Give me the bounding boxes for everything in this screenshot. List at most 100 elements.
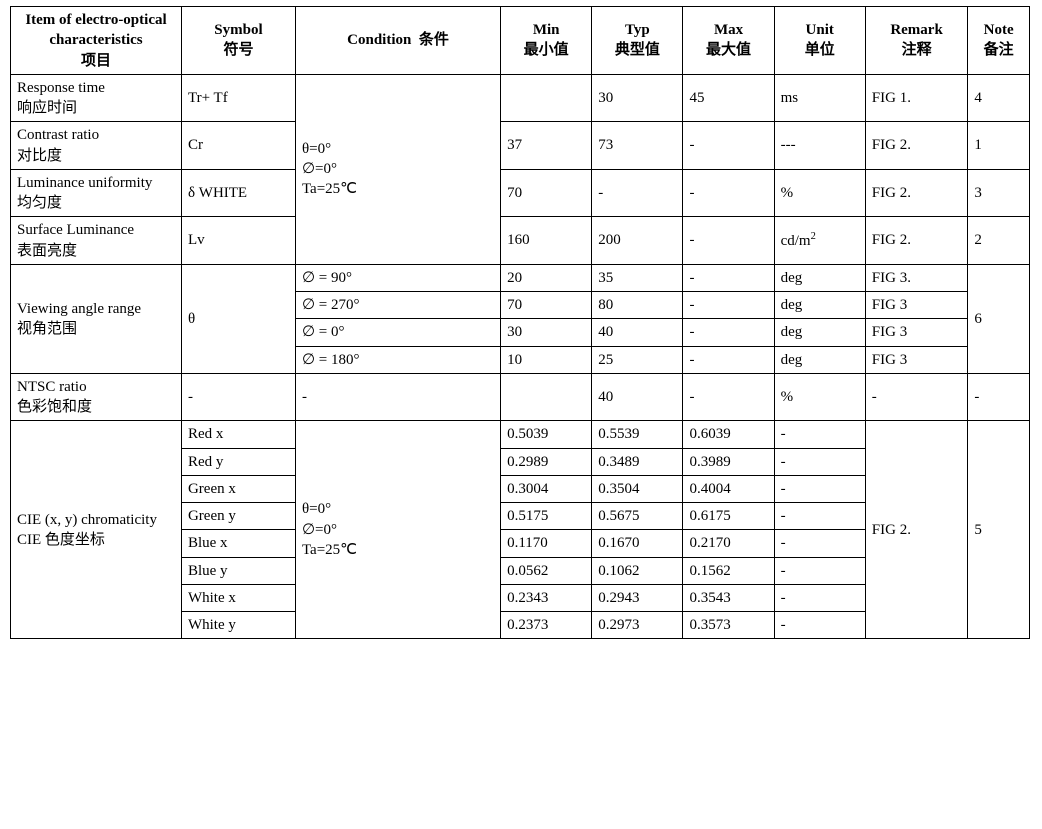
cell-unit: - — [774, 421, 865, 448]
cell-min: 20 — [501, 264, 592, 291]
col-header-note: Note 备注 — [968, 7, 1030, 75]
cell-remark: FIG 3 — [865, 346, 968, 373]
col-header-typ: Typ 典型值 — [592, 7, 683, 75]
cell-item: Viewing angle range 视角范围 — [11, 264, 182, 373]
cell-typ: 0.1670 — [592, 530, 683, 557]
table-row: CIE (x, y) chromaticity CIE 色度坐标 Red x θ… — [11, 421, 1030, 448]
cell-symbol: Green y — [181, 503, 295, 530]
cell-max: - — [683, 292, 774, 319]
cell-max: 0.4004 — [683, 475, 774, 502]
cell-item: CIE (x, y) chromaticity CIE 色度坐标 — [11, 421, 182, 639]
cell-typ: 30 — [592, 74, 683, 122]
cell-unit: % — [774, 373, 865, 421]
cell-typ: 40 — [592, 373, 683, 421]
cell-note: 4 — [968, 74, 1030, 122]
table-row: Luminance uniformity 均匀度 δ WHITE 70 - - … — [11, 169, 1030, 217]
cell-min: 160 — [501, 217, 592, 265]
cell-condition: ∅ = 270° — [295, 292, 500, 319]
cell-unit: - — [774, 557, 865, 584]
cell-typ: 200 — [592, 217, 683, 265]
cell-max: 0.3989 — [683, 448, 774, 475]
table-row: Contrast ratio 对比度 Cr 37 73 - --- FIG 2.… — [11, 122, 1030, 170]
cell-note: 2 — [968, 217, 1030, 265]
cell-symbol: Red x — [181, 421, 295, 448]
table-row: Viewing angle range 视角范围 θ ∅ = 90° 20 35… — [11, 264, 1030, 291]
cell-unit: - — [774, 475, 865, 502]
cell-remark: FIG 2. — [865, 217, 968, 265]
col-header-remark: Remark 注释 — [865, 7, 968, 75]
cell-min: 0.2343 — [501, 584, 592, 611]
table-row: NTSC ratio 色彩饱和度 - - 40 - % - - — [11, 373, 1030, 421]
cell-symbol: Green x — [181, 475, 295, 502]
cell-unit: deg — [774, 292, 865, 319]
cell-condition: ∅ = 0° — [295, 319, 500, 346]
col-header-max: Max 最大值 — [683, 7, 774, 75]
cell-symbol: Blue x — [181, 530, 295, 557]
cell-typ: 35 — [592, 264, 683, 291]
cell-remark: FIG 3 — [865, 319, 968, 346]
cell-condition-block: θ=0° ∅=0° Ta=25℃ — [295, 74, 500, 264]
cell-remark: FIG 2. — [865, 421, 968, 639]
col-header-symbol: Symbol 符号 — [181, 7, 295, 75]
cell-symbol: White y — [181, 612, 295, 639]
cell-item: Response time 响应时间 — [11, 74, 182, 122]
cell-note: 6 — [968, 264, 1030, 373]
cell-unit: deg — [774, 346, 865, 373]
cell-symbol: - — [181, 373, 295, 421]
cell-note: 5 — [968, 421, 1030, 639]
cell-typ: 0.1062 — [592, 557, 683, 584]
cell-typ: 0.2973 — [592, 612, 683, 639]
cell-min: 0.5175 — [501, 503, 592, 530]
cell-max: 45 — [683, 74, 774, 122]
cell-unit: % — [774, 169, 865, 217]
cell-max: - — [683, 217, 774, 265]
cell-max: - — [683, 264, 774, 291]
cell-item: Contrast ratio 对比度 — [11, 122, 182, 170]
cell-max: - — [683, 169, 774, 217]
cell-min: 0.2373 — [501, 612, 592, 639]
cell-min: 0.5039 — [501, 421, 592, 448]
cell-typ: 0.2943 — [592, 584, 683, 611]
cell-typ: 0.5675 — [592, 503, 683, 530]
cell-min: 0.1170 — [501, 530, 592, 557]
cell-max: 0.3573 — [683, 612, 774, 639]
cell-max: 0.1562 — [683, 557, 774, 584]
cell-condition: ∅ = 180° — [295, 346, 500, 373]
cell-symbol: Cr — [181, 122, 295, 170]
cell-max: 0.3543 — [683, 584, 774, 611]
cell-min — [501, 373, 592, 421]
cell-condition: - — [295, 373, 500, 421]
cell-note: 3 — [968, 169, 1030, 217]
cell-unit: ms — [774, 74, 865, 122]
cell-remark: FIG 2. — [865, 169, 968, 217]
cell-typ: - — [592, 169, 683, 217]
cell-max: 0.6175 — [683, 503, 774, 530]
cell-item: Surface Luminance 表面亮度 — [11, 217, 182, 265]
col-header-condition: Condition 条件 — [295, 7, 500, 75]
cell-item: Luminance uniformity 均匀度 — [11, 169, 182, 217]
cell-max: 0.2170 — [683, 530, 774, 557]
cell-max: 0.6039 — [683, 421, 774, 448]
cell-min: 70 — [501, 292, 592, 319]
cell-max: - — [683, 319, 774, 346]
col-header-min: Min 最小值 — [501, 7, 592, 75]
cell-symbol: Red y — [181, 448, 295, 475]
cell-symbol: δ WHITE — [181, 169, 295, 217]
cell-symbol: Lv — [181, 217, 295, 265]
cell-typ: 80 — [592, 292, 683, 319]
cell-typ: 0.3489 — [592, 448, 683, 475]
cell-min: 30 — [501, 319, 592, 346]
cell-unit: - — [774, 503, 865, 530]
cell-unit: cd/m2 — [774, 217, 865, 265]
cell-max: - — [683, 122, 774, 170]
cell-unit: --- — [774, 122, 865, 170]
cell-note: - — [968, 373, 1030, 421]
cell-max: - — [683, 346, 774, 373]
cell-remark: FIG 2. — [865, 122, 968, 170]
cell-note: 1 — [968, 122, 1030, 170]
cell-condition: ∅ = 90° — [295, 264, 500, 291]
cell-symbol: White x — [181, 584, 295, 611]
cell-min — [501, 74, 592, 122]
cell-min: 0.3004 — [501, 475, 592, 502]
cell-remark: - — [865, 373, 968, 421]
